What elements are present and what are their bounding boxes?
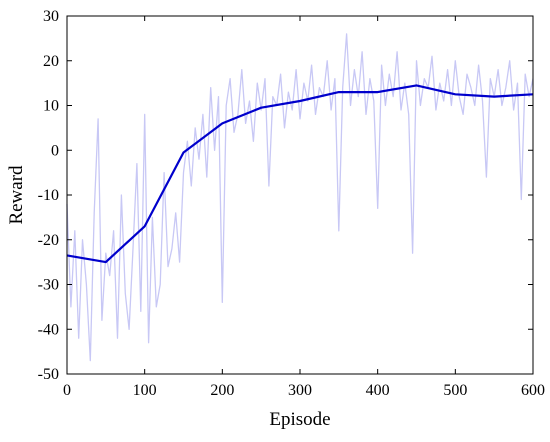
y-tick-label: -40 <box>38 321 59 338</box>
smoothed-series-line <box>66 84 534 264</box>
y-tick-label: 20 <box>43 53 59 70</box>
y-tick-label: 30 <box>43 8 59 25</box>
y-tick-label: -20 <box>38 232 59 249</box>
x-tick-label: 100 <box>133 382 157 399</box>
x-tick-label: 0 <box>63 382 71 399</box>
x-tick-label: 200 <box>210 382 234 399</box>
x-axis-ticks: 0 100 200 300 400 500 600 <box>63 16 545 399</box>
x-tick-label: 600 <box>521 382 545 399</box>
y-tick-label: -50 <box>38 366 59 383</box>
raw-series-layer <box>66 33 534 362</box>
x-tick-label: 300 <box>288 382 312 399</box>
x-axis-title: Episode <box>269 409 330 430</box>
smoothed-series-layer <box>66 84 534 264</box>
y-tick-label: 10 <box>43 98 59 115</box>
y-tick-label: -10 <box>38 187 59 204</box>
y-axis-title: Reward <box>6 165 27 225</box>
y-tick-label: 0 <box>51 142 59 159</box>
x-tick-label: 500 <box>443 382 467 399</box>
plot-frame <box>66 15 534 375</box>
y-tick-label: -30 <box>38 277 59 294</box>
x-tick-label: 400 <box>366 382 390 399</box>
y-axis-ticks: -50 -40 -30 -20 -10 0 10 20 30 <box>38 8 533 383</box>
raw-series-line <box>66 33 534 362</box>
